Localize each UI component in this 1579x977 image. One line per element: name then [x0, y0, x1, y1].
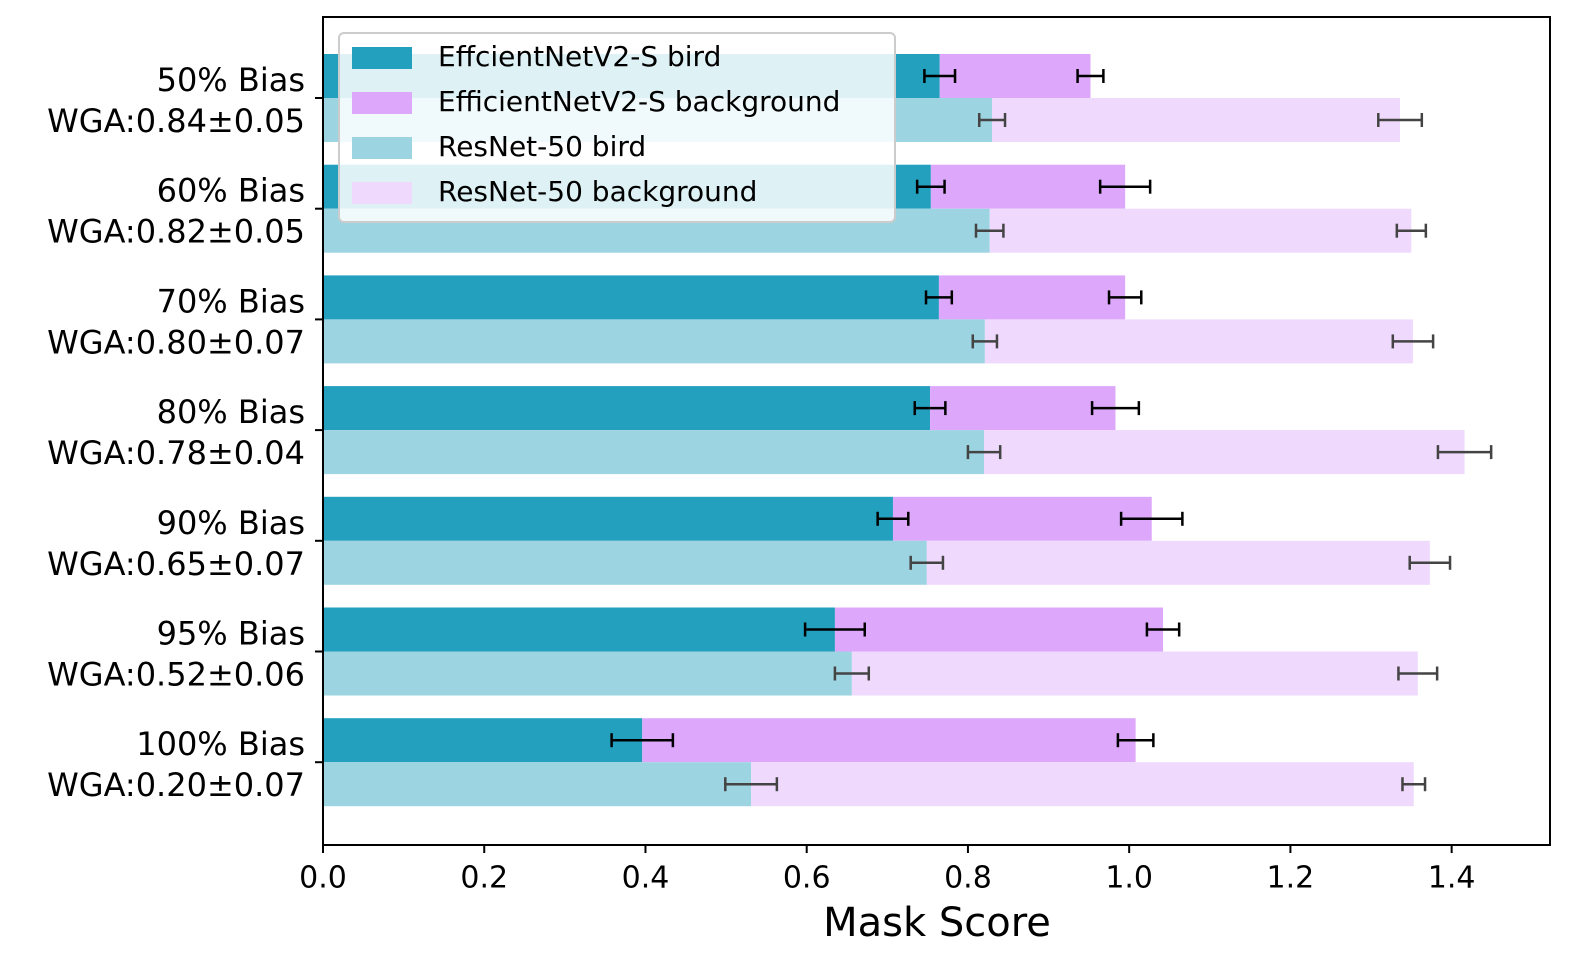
error-bar: [909, 555, 945, 570]
error-bar: [1107, 290, 1143, 305]
x-tick-label: 0.4: [622, 861, 670, 896]
x-tick-label: 1.0: [1105, 861, 1153, 896]
y-tick-label: 80% Bias: [157, 393, 305, 431]
error-bar: [1401, 777, 1427, 792]
bar: [992, 98, 1401, 142]
error-bar: [833, 666, 871, 681]
bar: [323, 762, 752, 807]
bar: [323, 651, 852, 696]
bar: [323, 319, 985, 364]
error-bar: [610, 733, 675, 748]
error-bar: [1116, 733, 1155, 748]
error-bar: [923, 69, 957, 83]
y-tick-label: 50% Bias: [157, 61, 305, 99]
y-tick-label: WGA:0.78±0.04: [47, 434, 305, 472]
bar: [892, 496, 1152, 541]
error-bar: [1436, 445, 1493, 460]
error-bar: [977, 113, 1007, 127]
x-tick-label: 1.4: [1428, 861, 1476, 896]
y-tick-label: WGA:0.65±0.07: [47, 545, 305, 583]
x-axis-label: Mask Score: [823, 900, 1051, 946]
y-tick-label: 70% Bias: [157, 282, 305, 320]
legend-swatch: [352, 137, 412, 159]
x-tick-label: 0.8: [944, 861, 992, 896]
y-tick-label: WGA:0.20±0.07: [47, 766, 305, 804]
bar: [323, 607, 835, 652]
bar: [323, 540, 927, 585]
bar: [851, 651, 1418, 696]
y-tick-label: WGA:0.80±0.07: [47, 323, 305, 361]
x-tick-label: 0.0: [299, 861, 347, 896]
legend-label: ResNet-50 background: [438, 175, 757, 208]
x-tick-label: 1.2: [1267, 861, 1315, 896]
bar: [930, 386, 1116, 431]
error-bar: [966, 445, 1002, 460]
error-bar: [974, 223, 1005, 238]
error-bar: [1145, 622, 1181, 637]
bar: [834, 607, 1164, 652]
legend-label: EfficientNetV2-S background: [438, 85, 840, 118]
y-tick-label: WGA:0.84±0.05: [47, 102, 305, 140]
y-tick-label: 60% Bias: [157, 172, 305, 210]
bar: [323, 430, 985, 475]
error-bar: [1098, 179, 1152, 194]
error-bar: [915, 179, 946, 194]
error-bar: [1391, 334, 1435, 349]
legend-label: ResNet-50 bird: [438, 130, 646, 163]
error-bar: [1395, 223, 1428, 238]
legend-label: EffcientNetV2-S bird: [438, 40, 721, 73]
x-tick-label: 0.2: [460, 861, 508, 896]
y-tick-label: WGA:0.82±0.05: [47, 213, 305, 251]
y-tick-label: 100% Bias: [136, 725, 305, 763]
bar: [323, 275, 939, 320]
bar: [939, 54, 1091, 98]
legend-swatch: [352, 182, 412, 204]
error-bar: [1090, 401, 1141, 416]
error-bar: [803, 622, 867, 637]
bar: [751, 762, 1414, 807]
error-bar: [913, 401, 947, 416]
bar: [989, 208, 1412, 253]
legend-box: [338, 32, 896, 223]
error-bar: [724, 777, 779, 792]
error-bar: [1408, 555, 1452, 570]
y-tick-label: WGA:0.52±0.06: [47, 656, 305, 694]
bar: [930, 164, 1126, 209]
y-tick-label: 90% Bias: [157, 504, 305, 542]
bar: [642, 718, 1136, 763]
bar: [938, 275, 1126, 320]
bar: [984, 430, 1465, 475]
bar: [926, 540, 1430, 585]
error-bar: [1119, 511, 1184, 526]
error-bar: [1397, 666, 1439, 681]
error-bar: [876, 511, 910, 526]
x-tick-label: 0.6: [783, 861, 831, 896]
bar: [323, 386, 931, 431]
error-bar: [924, 290, 954, 305]
bar: [323, 718, 643, 763]
legend-swatch: [352, 47, 412, 69]
error-bar: [971, 334, 999, 349]
bar: [323, 496, 893, 541]
error-bar: [1377, 113, 1424, 127]
bar: [984, 319, 1413, 364]
legend-swatch: [352, 92, 412, 114]
y-tick-label: 95% Bias: [157, 615, 305, 653]
error-bar: [1076, 69, 1105, 83]
